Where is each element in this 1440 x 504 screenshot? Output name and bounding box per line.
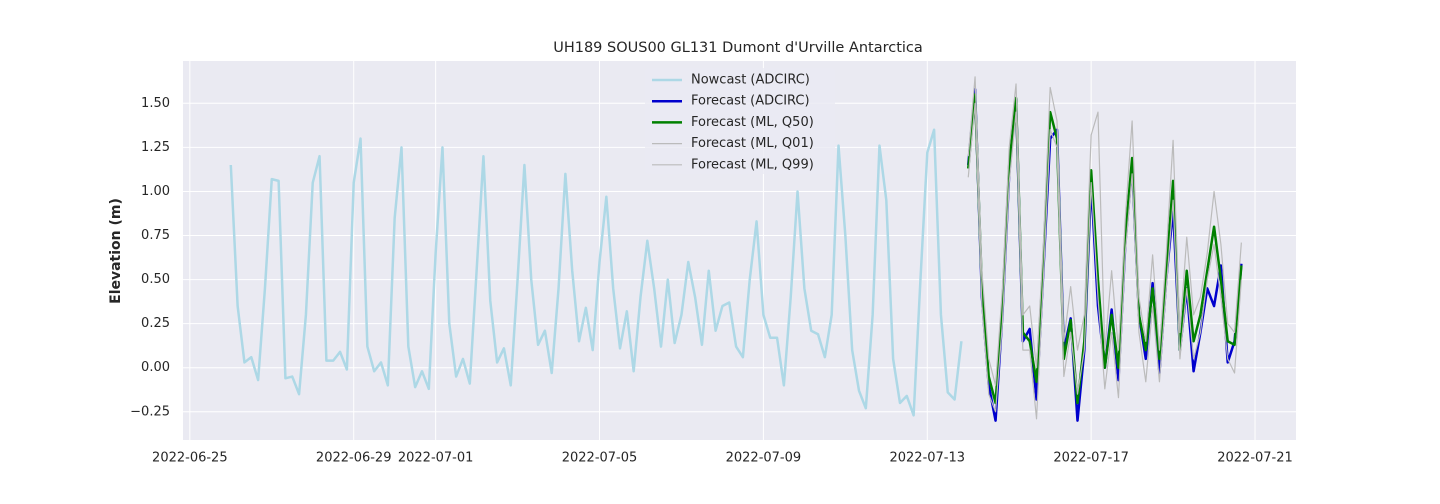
x-tick-label: 2022-06-29 bbox=[316, 451, 392, 466]
legend-label: Forecast (ML, Q50) bbox=[691, 115, 814, 130]
y-tick-label: 1.00 bbox=[141, 184, 170, 199]
legend-label: Nowcast (ADCIRC) bbox=[691, 73, 810, 88]
x-tick-label: 2022-07-09 bbox=[726, 451, 802, 466]
legend-label: Forecast (ADCIRC) bbox=[691, 94, 810, 109]
y-tick-label: 0.00 bbox=[141, 360, 170, 375]
series-line bbox=[967, 76, 1242, 386]
x-tick-label: 2022-07-13 bbox=[889, 451, 965, 466]
series-line bbox=[967, 93, 1243, 405]
y-axis-label: Elevation (m) bbox=[108, 198, 124, 304]
y-tick-label: 0.50 bbox=[141, 272, 170, 287]
y-tick-label: 0.25 bbox=[141, 316, 170, 331]
legend-label: Forecast (ML, Q01) bbox=[691, 136, 814, 151]
series-line bbox=[229, 128, 963, 417]
chart-title: UH189 SOUS00 GL131 Dumont d'Urville Anta… bbox=[553, 40, 923, 56]
y-tick-label: 1.25 bbox=[141, 140, 170, 155]
x-tick-label: 2022-07-01 bbox=[398, 451, 474, 466]
x-tick-label: 2022-06-25 bbox=[152, 451, 228, 466]
x-tick-label: 2022-07-21 bbox=[1217, 451, 1293, 466]
y-tick-label: −0.25 bbox=[130, 404, 170, 419]
y-tick-label: 0.75 bbox=[141, 228, 170, 243]
legend-box bbox=[645, 68, 835, 174]
series-line bbox=[967, 102, 1242, 420]
x-tick-label: 2022-07-05 bbox=[562, 451, 638, 466]
legend-label: Forecast (ML, Q99) bbox=[691, 157, 814, 172]
x-tick-label: 2022-07-17 bbox=[1053, 451, 1129, 466]
y-tick-label: 1.50 bbox=[141, 96, 170, 111]
